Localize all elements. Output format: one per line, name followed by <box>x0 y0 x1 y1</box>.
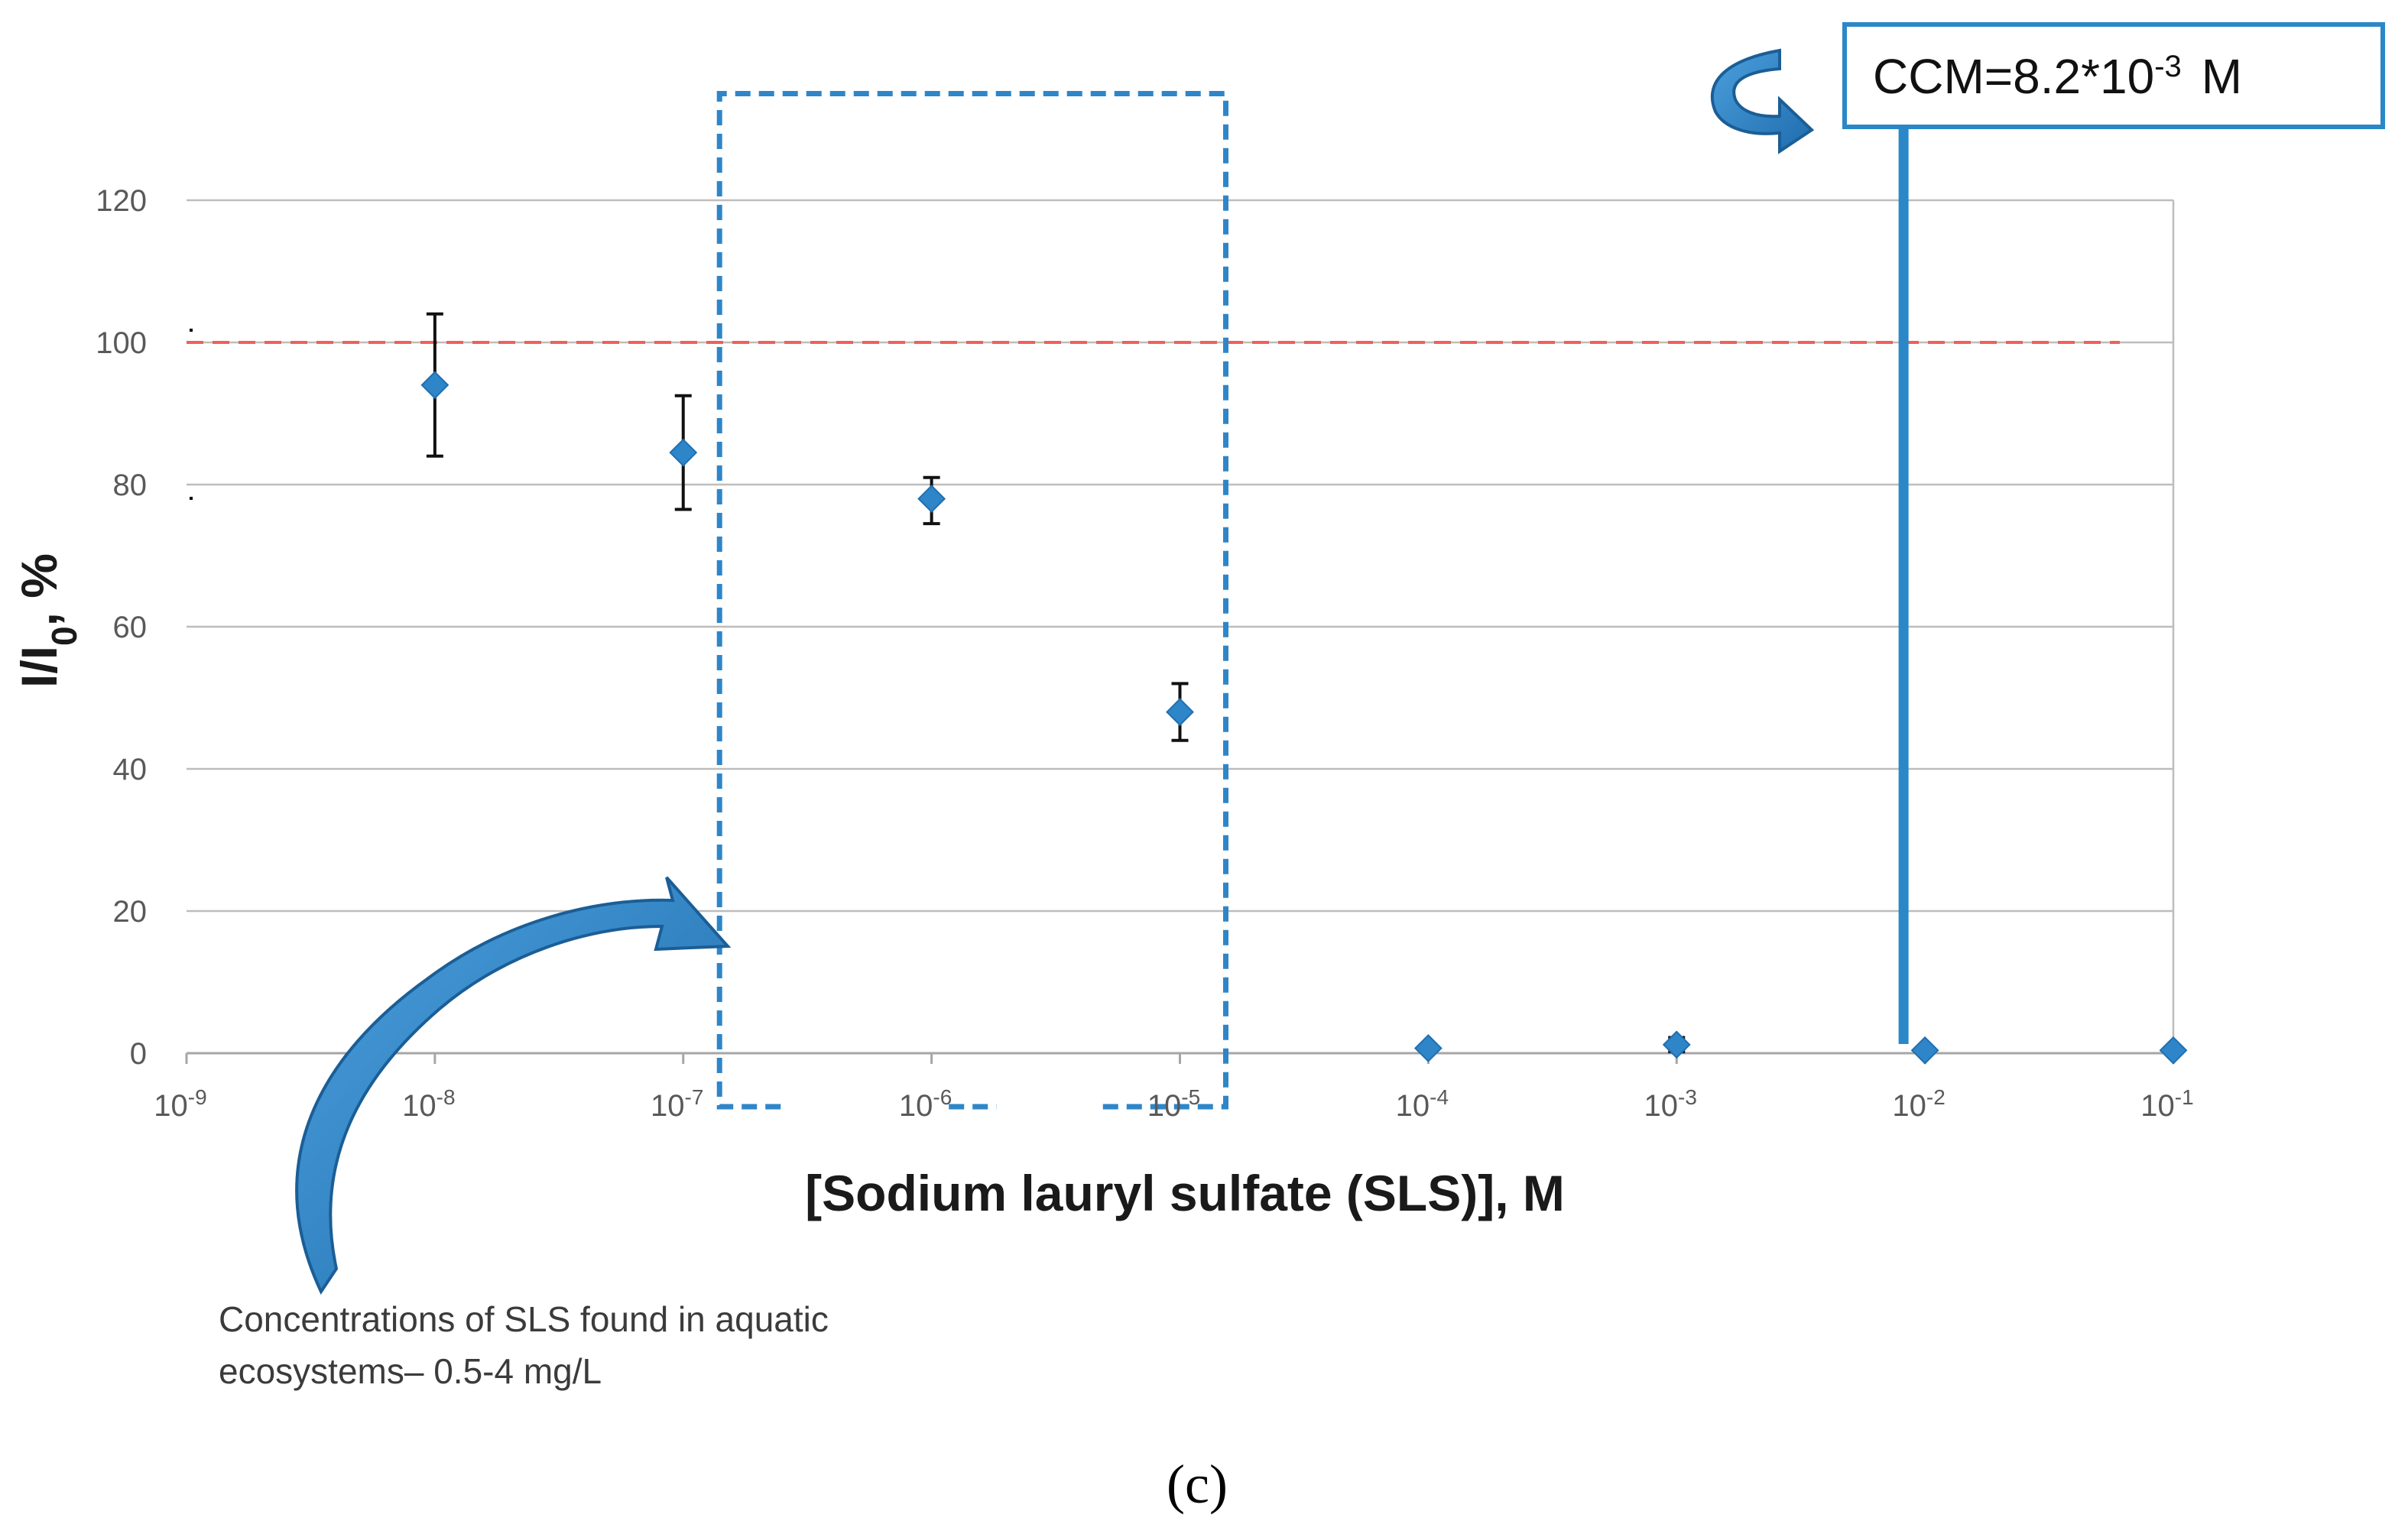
x-tick-label: 10-2 <box>1892 1085 1945 1124</box>
data-point-marker <box>669 438 698 467</box>
y-axis-title: I/I0, % <box>11 553 84 688</box>
y-tick-label: 40 <box>113 753 148 786</box>
ccm-label-box <box>1842 22 2385 129</box>
figure-caption: (c) <box>1167 1454 1228 1515</box>
data-point-marker <box>1166 698 1194 727</box>
y-tick-label: 100 <box>96 326 147 360</box>
x-tick-label: 10-1 <box>2140 1085 2193 1124</box>
x-axis <box>185 1052 2175 1064</box>
data-point-marker <box>1662 1030 1691 1059</box>
x-axis-title: [Sodium lauryl sulfate (SLS)], M <box>805 1165 1565 1221</box>
x-tick-label: 10-5 <box>1147 1085 1200 1124</box>
aquatic-curved-arrow-icon <box>295 876 732 1295</box>
data-point-marker <box>2159 1036 2188 1065</box>
aquatic-annotation-line2: ecosystems– 0.5-4 mg/L <box>219 1351 602 1391</box>
y-tick-label: 80 <box>113 469 148 502</box>
x-tick-label: 10-4 <box>1396 1085 1449 1124</box>
x-tick-label: 10-3 <box>1644 1085 1697 1124</box>
ccm-label: CCM=8.2*10-3 M <box>1873 49 2242 104</box>
y-tick-label: 60 <box>113 611 148 644</box>
y-tick-labels: 0 20 40 60 80 100 120 <box>96 184 147 1071</box>
x-tick-label: 10-6 <box>899 1085 952 1124</box>
gridlines <box>187 199 2175 1053</box>
data-point-marker <box>1910 1036 1939 1065</box>
x-tick-labels: 10-9 10-8 10-7 10-6 10-5 10-4 10-3 10-2 10-1 <box>154 1085 2193 1124</box>
aquatic-range-box <box>716 91 1228 1110</box>
ccm-curved-arrow-icon <box>1711 48 1815 154</box>
data-point-marker <box>917 485 946 514</box>
aquatic-annotation-line1: Concentrations of SLS found in aquatic <box>219 1299 829 1339</box>
data-point-marker <box>420 371 449 400</box>
data-markers <box>420 371 2188 1065</box>
y-tick-label: 20 <box>113 895 148 929</box>
error-bars <box>426 312 1686 1054</box>
y-tick-label: 120 <box>96 184 147 218</box>
x-tick-label: 10-9 <box>154 1085 206 1124</box>
y-tick-label: 0 <box>130 1037 147 1071</box>
x-tick-label: 10-8 <box>402 1085 455 1124</box>
x-tick-label: 10-7 <box>651 1085 703 1124</box>
data-point-marker <box>1413 1034 1443 1062</box>
